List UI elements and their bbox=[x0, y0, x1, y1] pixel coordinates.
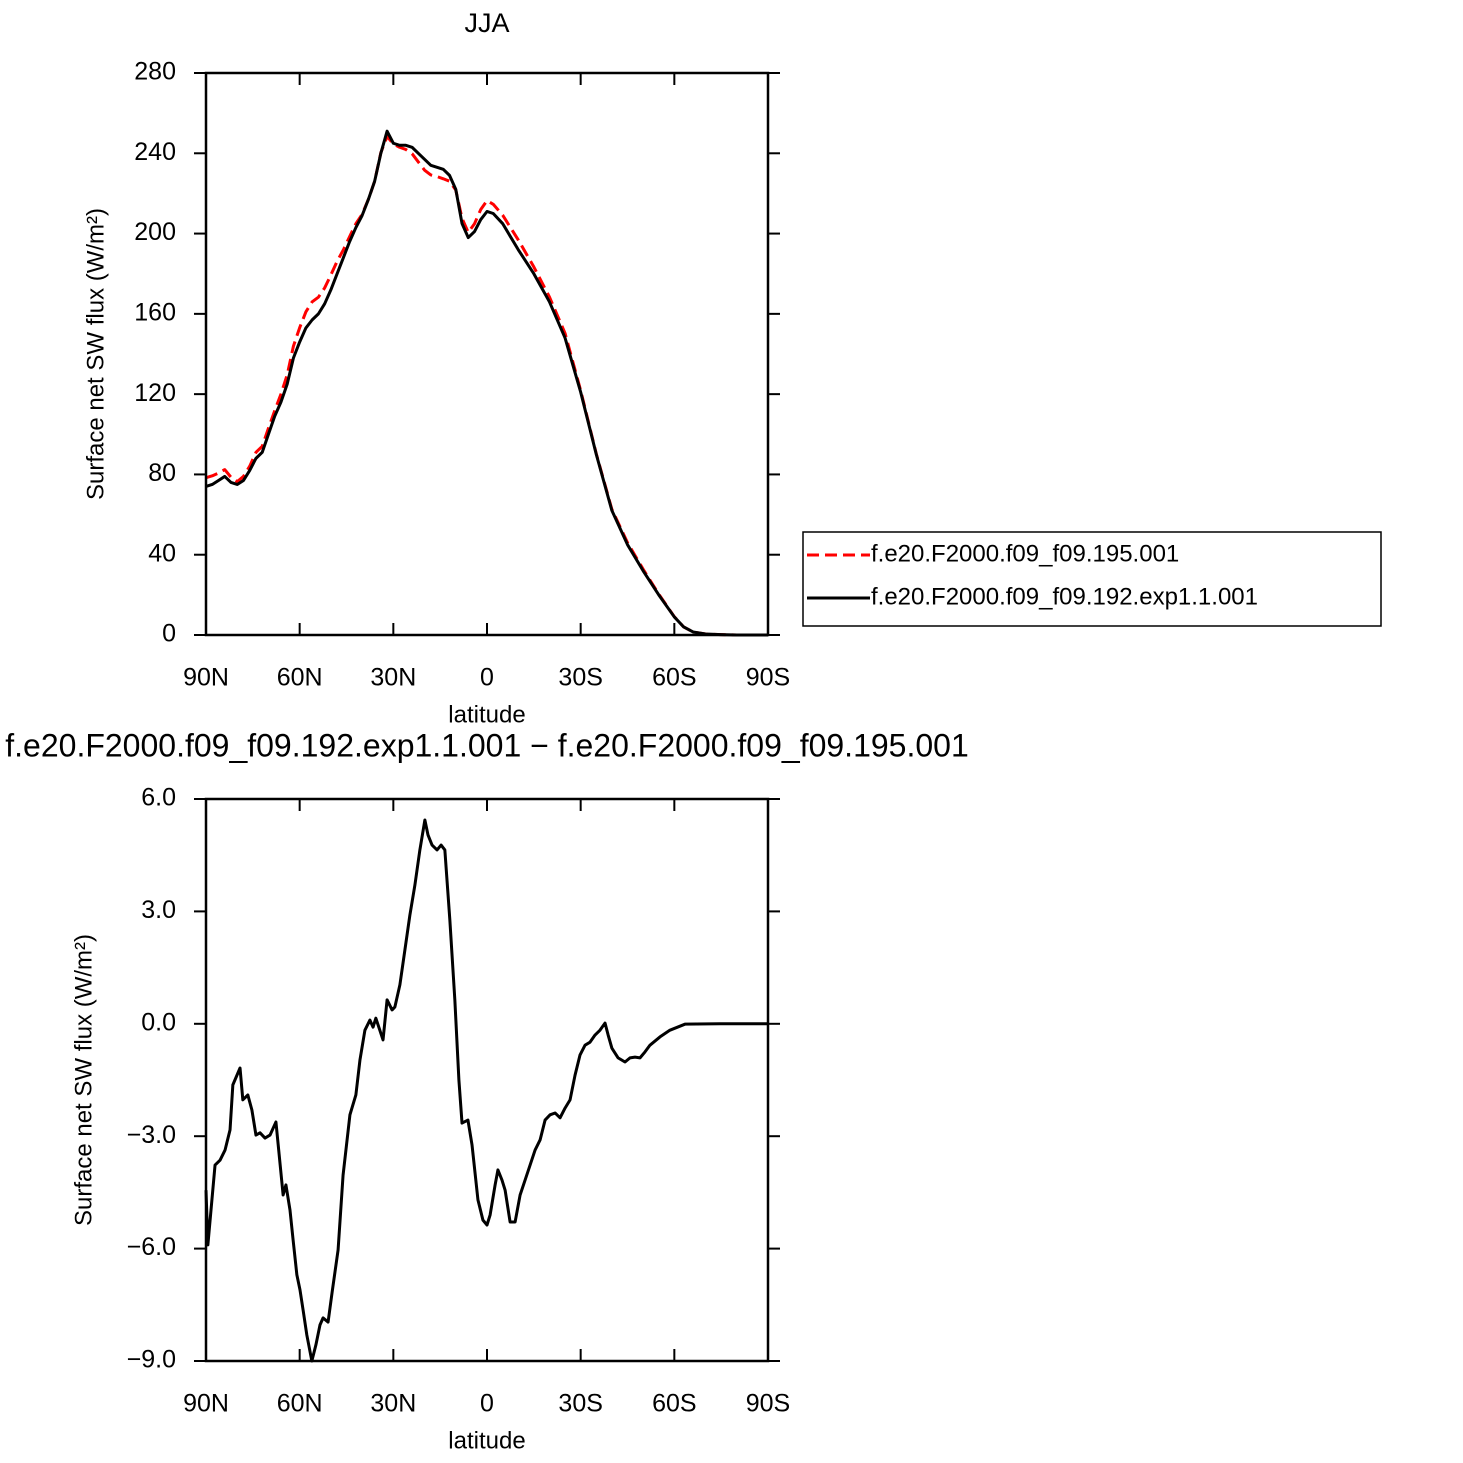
y-tick-label: 3.0 bbox=[141, 896, 176, 924]
x-axis-label: latitude bbox=[448, 1427, 525, 1454]
y-axis-label: Surface net SW flux (W/m²) bbox=[82, 208, 109, 500]
y-tick-label: 120 bbox=[134, 379, 176, 407]
x-tick-label: 30N bbox=[370, 1390, 416, 1418]
x-tick-label: 60S bbox=[652, 664, 696, 692]
y-tick-label: −6.0 bbox=[127, 1233, 176, 1261]
y-tick-label: 280 bbox=[134, 58, 176, 86]
legend-label: f.e20.F2000.f09_f09.192.exp1.1.001 bbox=[871, 583, 1258, 610]
x-tick-label: 90N bbox=[183, 664, 229, 692]
x-tick-label: 30S bbox=[558, 664, 602, 692]
chart-title: f.e20.F2000.f09_f09.192.exp1.1.001 − f.e… bbox=[5, 727, 968, 763]
y-tick-label: 240 bbox=[134, 138, 176, 166]
x-tick-label: 90N bbox=[183, 1390, 229, 1418]
y-tick-label: −9.0 bbox=[127, 1346, 176, 1374]
y-tick-label: −3.0 bbox=[127, 1121, 176, 1149]
x-tick-label: 30N bbox=[370, 664, 416, 692]
y-tick-label: 40 bbox=[148, 539, 176, 567]
legend-label: f.e20.F2000.f09_f09.195.001 bbox=[871, 540, 1179, 567]
y-tick-label: 0 bbox=[162, 620, 176, 648]
data-line bbox=[205, 129, 768, 637]
x-tick-label: 60S bbox=[652, 1390, 696, 1418]
x-tick-label: 90S bbox=[746, 1390, 790, 1418]
x-tick-label: 30S bbox=[558, 1390, 602, 1418]
data-line bbox=[204, 818, 768, 1363]
plot-frame bbox=[204, 797, 770, 1363]
plot-frame bbox=[204, 71, 770, 637]
chart-title: JJA bbox=[464, 8, 509, 38]
x-tick-label: 0 bbox=[480, 1390, 494, 1418]
x-tick-label: 60N bbox=[277, 664, 323, 692]
x-tick-label: 90S bbox=[746, 664, 790, 692]
legend-box bbox=[802, 531, 1382, 627]
x-axis-label: latitude bbox=[448, 701, 525, 728]
y-tick-label: 160 bbox=[134, 298, 176, 326]
y-tick-label: 6.0 bbox=[141, 784, 176, 812]
y-tick-label: 200 bbox=[134, 218, 176, 246]
x-tick-label: 60N bbox=[277, 1390, 323, 1418]
y-tick-label: 0.0 bbox=[141, 1008, 176, 1036]
y-tick-label: 80 bbox=[148, 459, 176, 487]
y-axis-label: Surface net SW flux (W/m²) bbox=[70, 934, 97, 1226]
x-tick-label: 0 bbox=[480, 664, 494, 692]
